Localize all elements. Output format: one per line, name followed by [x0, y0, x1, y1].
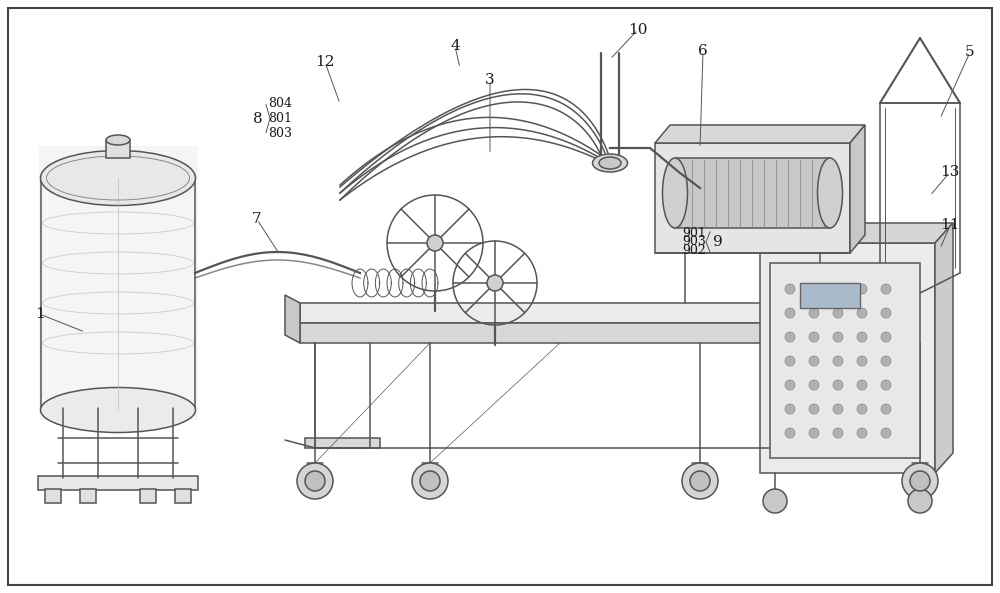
- Circle shape: [809, 380, 819, 390]
- Bar: [770, 263, 920, 458]
- Polygon shape: [300, 323, 940, 343]
- Circle shape: [785, 404, 795, 414]
- Circle shape: [881, 404, 891, 414]
- Text: 7: 7: [252, 212, 262, 227]
- Circle shape: [763, 489, 787, 513]
- Circle shape: [809, 404, 819, 414]
- Bar: [80, 489, 96, 503]
- Bar: [800, 283, 860, 308]
- Polygon shape: [760, 223, 953, 243]
- Circle shape: [857, 404, 867, 414]
- Circle shape: [785, 380, 795, 390]
- Text: 9: 9: [713, 235, 723, 249]
- Text: 10: 10: [628, 23, 648, 37]
- Circle shape: [785, 356, 795, 366]
- Circle shape: [833, 404, 843, 414]
- Circle shape: [881, 308, 891, 318]
- Text: 5: 5: [965, 45, 975, 59]
- FancyBboxPatch shape: [39, 146, 198, 420]
- Circle shape: [809, 332, 819, 342]
- Circle shape: [857, 428, 867, 438]
- Ellipse shape: [599, 157, 621, 169]
- Text: 4: 4: [450, 39, 460, 53]
- Polygon shape: [305, 438, 380, 448]
- Circle shape: [833, 308, 843, 318]
- Bar: [175, 489, 191, 503]
- Circle shape: [305, 471, 325, 491]
- Circle shape: [902, 463, 938, 499]
- Circle shape: [785, 428, 795, 438]
- Circle shape: [682, 463, 718, 499]
- Circle shape: [857, 356, 867, 366]
- Bar: [675, 158, 830, 228]
- Text: 13: 13: [940, 165, 960, 179]
- Text: 6: 6: [698, 44, 708, 58]
- Circle shape: [857, 284, 867, 294]
- Text: 11: 11: [940, 218, 960, 232]
- Circle shape: [809, 284, 819, 294]
- Polygon shape: [850, 125, 865, 253]
- Bar: [760, 243, 935, 473]
- Text: 12: 12: [315, 55, 335, 69]
- Text: 801: 801: [268, 112, 292, 125]
- Polygon shape: [285, 295, 300, 343]
- Circle shape: [881, 332, 891, 342]
- Text: 804: 804: [268, 97, 292, 110]
- Circle shape: [910, 471, 930, 491]
- Bar: [655, 143, 850, 253]
- Ellipse shape: [818, 158, 842, 228]
- Circle shape: [420, 471, 440, 491]
- Circle shape: [785, 332, 795, 342]
- Circle shape: [690, 471, 710, 491]
- Polygon shape: [300, 303, 940, 323]
- Circle shape: [857, 380, 867, 390]
- Circle shape: [881, 380, 891, 390]
- Polygon shape: [655, 125, 865, 143]
- Text: 901: 901: [682, 227, 706, 240]
- Circle shape: [857, 308, 867, 318]
- Polygon shape: [38, 476, 198, 490]
- Text: 1: 1: [35, 307, 45, 321]
- Circle shape: [881, 428, 891, 438]
- Circle shape: [785, 308, 795, 318]
- Circle shape: [833, 332, 843, 342]
- Circle shape: [881, 284, 891, 294]
- Text: 3: 3: [485, 73, 495, 87]
- Circle shape: [881, 356, 891, 366]
- Circle shape: [833, 380, 843, 390]
- Circle shape: [833, 428, 843, 438]
- Circle shape: [833, 284, 843, 294]
- Text: 8: 8: [253, 111, 263, 126]
- Circle shape: [833, 356, 843, 366]
- Text: 903: 903: [682, 235, 706, 248]
- Bar: [45, 489, 61, 503]
- Bar: [106, 140, 130, 158]
- Circle shape: [297, 463, 333, 499]
- Text: 902: 902: [682, 244, 706, 257]
- Circle shape: [809, 356, 819, 366]
- Ellipse shape: [662, 158, 688, 228]
- Circle shape: [809, 308, 819, 318]
- Circle shape: [857, 332, 867, 342]
- Text: 803: 803: [268, 127, 292, 140]
- Circle shape: [908, 489, 932, 513]
- Circle shape: [487, 275, 503, 291]
- Ellipse shape: [106, 135, 130, 145]
- Ellipse shape: [592, 154, 628, 172]
- Circle shape: [427, 235, 443, 251]
- Circle shape: [412, 463, 448, 499]
- Circle shape: [785, 284, 795, 294]
- Circle shape: [809, 428, 819, 438]
- Bar: [140, 489, 156, 503]
- Ellipse shape: [40, 151, 196, 206]
- Ellipse shape: [40, 387, 196, 432]
- Polygon shape: [935, 223, 953, 473]
